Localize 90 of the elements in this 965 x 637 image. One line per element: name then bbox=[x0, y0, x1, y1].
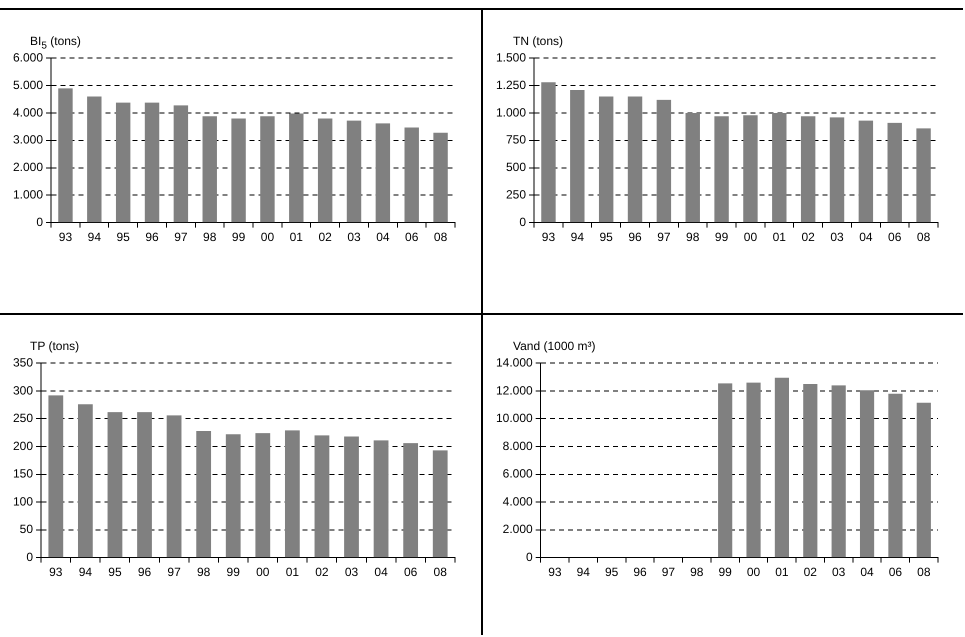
x-tick-label: 02 bbox=[801, 230, 816, 244]
x-tick-label: 08 bbox=[434, 230, 448, 244]
y-tick-label: 300 bbox=[12, 383, 34, 398]
x-tick-label: 06 bbox=[888, 230, 902, 244]
x-tick-label: 03 bbox=[832, 565, 846, 580]
x-tick-label: 00 bbox=[256, 565, 270, 580]
x-tick-label: 93 bbox=[58, 230, 72, 244]
x-tick-label: 01 bbox=[772, 230, 786, 244]
x-tick-label: 93 bbox=[49, 565, 63, 580]
x-tick-label: 94 bbox=[78, 565, 92, 580]
y-tick-label: 6.000 bbox=[13, 50, 44, 65]
y-axis-title: BI$_{5}$ (tons) bbox=[30, 34, 81, 52]
x-tick-label: 94 bbox=[570, 230, 584, 244]
x-tick-label: 96 bbox=[138, 565, 152, 580]
x-tick-label: 96 bbox=[633, 565, 648, 580]
y-tick-label: 0 bbox=[526, 550, 534, 564]
x-tick-label: 04 bbox=[376, 230, 390, 244]
x-tick-label: 96 bbox=[145, 230, 160, 244]
y-axis-title: Vand (1000 m³) bbox=[513, 339, 596, 353]
x-tick-label: 98 bbox=[686, 230, 700, 244]
x-tick-label: 02 bbox=[804, 565, 818, 580]
x-tick-label: 98 bbox=[203, 230, 217, 244]
y-tick-label: 4.000 bbox=[13, 105, 44, 120]
x-tick-label: 94 bbox=[576, 565, 590, 580]
x-tick-label: 08 bbox=[434, 565, 448, 580]
x-tick-label: 02 bbox=[318, 230, 332, 244]
y-tick-label: 1.000 bbox=[13, 188, 44, 202]
x-tick-label: 97 bbox=[167, 565, 182, 580]
y-axis-title: TN (tons) bbox=[513, 34, 564, 48]
x-tick-label: 99 bbox=[718, 565, 732, 580]
x-tick-label: 93 bbox=[542, 230, 556, 244]
y-tick-label: 250 bbox=[12, 411, 34, 426]
x-tick-label: 94 bbox=[88, 230, 102, 244]
x-tick-label: 00 bbox=[744, 230, 758, 244]
y-tick-label: 2.000 bbox=[13, 160, 44, 174]
x-tick-label: 96 bbox=[628, 230, 642, 244]
x-tick-label: 02 bbox=[315, 565, 329, 580]
y-tick-label: 3.000 bbox=[13, 132, 44, 147]
y-tick-label: 8.000 bbox=[502, 438, 534, 453]
x-tick-label: 93 bbox=[548, 565, 562, 580]
y-tick-label: 150 bbox=[12, 466, 34, 481]
y-tick-label: 200 bbox=[12, 438, 34, 453]
x-tick-label: 06 bbox=[888, 565, 902, 580]
y-tick-label: 50 bbox=[20, 522, 34, 536]
y-tick-label: 350 bbox=[12, 356, 34, 370]
x-tick-label: 97 bbox=[662, 565, 676, 580]
y-tick-label: 10.000 bbox=[496, 411, 534, 426]
y-tick-label: 12.000 bbox=[496, 383, 534, 398]
x-tick-label: 95 bbox=[116, 230, 130, 244]
x-tick-label: 00 bbox=[260, 230, 274, 244]
x-tick-label: 04 bbox=[374, 565, 388, 580]
x-tick-label: 08 bbox=[917, 565, 931, 580]
x-tick-label: 99 bbox=[232, 230, 246, 244]
y-tick-label: 14.000 bbox=[496, 356, 534, 370]
y-tick-label: 0 bbox=[26, 550, 34, 564]
y-axis-title: TP (tons) bbox=[30, 339, 80, 353]
x-tick-label: 01 bbox=[286, 565, 300, 580]
x-tick-label: 03 bbox=[344, 565, 358, 580]
x-tick-label: 03 bbox=[347, 230, 361, 244]
x-tick-label: 04 bbox=[860, 565, 874, 580]
y-tick-label: 4.000 bbox=[502, 494, 534, 508]
y-tick-label: 1.250 bbox=[496, 78, 526, 92]
y-tick-label: 100 bbox=[12, 494, 34, 508]
x-tick-label: 01 bbox=[290, 230, 304, 244]
y-tick-label: 750 bbox=[506, 132, 526, 147]
x-tick-label: 99 bbox=[226, 565, 240, 580]
x-tick-label: 97 bbox=[657, 230, 671, 244]
x-tick-label: 95 bbox=[599, 230, 614, 244]
x-tick-label: 95 bbox=[604, 565, 619, 580]
y-tick-label: 5.000 bbox=[13, 78, 44, 92]
x-tick-label: 06 bbox=[405, 230, 419, 244]
x-tick-label: 98 bbox=[196, 565, 211, 580]
y-tick-label: 2.000 bbox=[502, 522, 534, 536]
x-tick-label: 08 bbox=[916, 230, 931, 244]
x-tick-label: 03 bbox=[830, 230, 844, 244]
y-tick-label: 500 bbox=[506, 160, 526, 174]
x-tick-label: 04 bbox=[859, 230, 873, 244]
y-tick-label: 250 bbox=[506, 188, 526, 202]
x-tick-label: 97 bbox=[174, 230, 188, 244]
x-tick-label: 06 bbox=[404, 565, 418, 580]
x-tick-label: 00 bbox=[746, 565, 761, 580]
x-tick-label: 95 bbox=[108, 565, 122, 580]
x-tick-label: 01 bbox=[775, 565, 789, 580]
y-tick-label: 0 bbox=[519, 214, 526, 229]
y-tick-label: 6.000 bbox=[502, 466, 534, 481]
y-tick-label: 0 bbox=[36, 214, 44, 229]
y-tick-label: 1.000 bbox=[496, 105, 526, 120]
y-tick-label: 1.500 bbox=[496, 50, 526, 65]
x-tick-label: 98 bbox=[690, 565, 704, 580]
x-tick-label: 99 bbox=[714, 230, 729, 244]
